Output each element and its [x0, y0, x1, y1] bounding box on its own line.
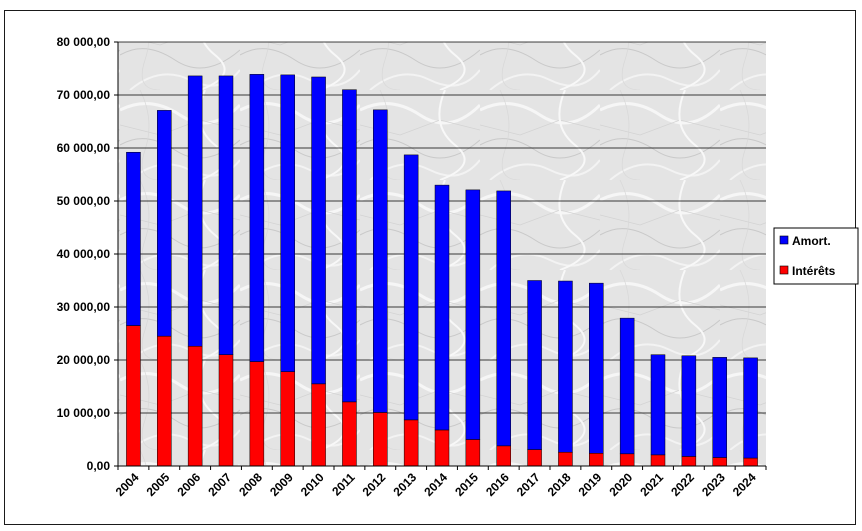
bar-amort [558, 280, 573, 453]
legend-label-amort: Amort. [792, 234, 831, 248]
legend-label-interets: Intérêts [792, 264, 836, 278]
bar-interets [249, 361, 265, 467]
bars [126, 74, 758, 467]
x-tick-label: 2007 [205, 470, 234, 499]
bar-amort [342, 89, 357, 403]
bar-interets [465, 439, 481, 467]
y-tick-label: 30 000,00 [57, 300, 111, 314]
x-tick-label: 2020 [606, 470, 635, 499]
y-tick-labels: 0,00 10 000,00 20 000,00 30 000,00 40 000,00… [57, 35, 111, 473]
bar-amort [589, 282, 604, 454]
x-tick-label: 2013 [390, 470, 419, 499]
bar-interets [373, 412, 388, 467]
x-tick-label: 2019 [576, 470, 605, 499]
legend: Amort. Intérêts [773, 227, 859, 285]
bar-interets [589, 453, 604, 467]
bar-interets [126, 325, 141, 467]
bar-amort [496, 190, 511, 447]
bar-amort [126, 151, 141, 326]
bar-interets [311, 383, 326, 467]
y-tick-label: 10 000,00 [57, 406, 111, 420]
bar-interets [743, 457, 758, 467]
legend-swatch-amort [779, 235, 789, 245]
bar-amort [434, 184, 450, 431]
x-tick-label: 2016 [483, 470, 512, 499]
bar-interets [280, 371, 295, 467]
x-tick-label: 2010 [298, 470, 327, 499]
bar-amort [465, 189, 481, 440]
y-tick-label: 70 000,00 [57, 88, 111, 102]
x-tick-labels: 2004 2005 2006 2007 2008 2009 2010 2011 2012 2013… [113, 470, 759, 499]
y-tick-label: 50 000,00 [57, 194, 111, 208]
bar-interets [157, 335, 172, 467]
x-tick-label: 2017 [514, 470, 543, 499]
bar-amort [280, 74, 295, 372]
x-tick-label: 2023 [699, 470, 728, 499]
bar-amort [311, 76, 326, 385]
bar-amort [373, 109, 388, 413]
x-tick-label: 2009 [267, 470, 296, 499]
bar-interets [218, 354, 234, 467]
x-tick-label: 2012 [360, 470, 389, 499]
bar-interets [650, 454, 666, 467]
bar-amort [403, 154, 419, 421]
bar-interets [527, 449, 542, 467]
bar-interets [619, 453, 635, 467]
axes [114, 41, 767, 470]
bar-interets [403, 419, 419, 467]
x-tick-label: 2024 [730, 470, 759, 499]
bar-interets [342, 401, 357, 467]
bar-amort [650, 354, 666, 456]
x-tick-label: 2005 [144, 470, 173, 499]
bar-amort [712, 357, 727, 458]
bar-interets [434, 429, 450, 467]
legend-swatch-interets [779, 265, 789, 275]
bar-interets [187, 345, 203, 467]
bar-amort [157, 110, 172, 337]
x-tick-label: 2004 [113, 470, 142, 499]
x-tick-label: 2008 [236, 470, 265, 499]
y-tick-label: 40 000,00 [57, 247, 111, 261]
bar-amort [187, 75, 203, 347]
bar-amort [249, 74, 265, 362]
x-tick-label: 2018 [545, 470, 574, 499]
y-tick-label: 0,00 [87, 459, 111, 473]
bar-amort [527, 280, 542, 450]
bar-interets [558, 451, 573, 467]
y-tick-label: 20 000,00 [57, 353, 111, 367]
x-tick-label: 2022 [668, 470, 697, 499]
x-tick-label: 2014 [421, 470, 450, 499]
bar-interets [496, 445, 511, 467]
bar-amort [681, 355, 697, 457]
bar-amort [218, 75, 234, 355]
bar-interets [712, 457, 727, 467]
x-tick-label: 2021 [637, 470, 666, 499]
x-tick-label: 2006 [174, 470, 203, 499]
y-tick-label: 60 000,00 [57, 141, 111, 155]
bar-amort [619, 317, 635, 455]
bar-amort [743, 357, 758, 459]
bar-interets [681, 456, 697, 467]
y-tick-label: 80 000,00 [57, 35, 111, 49]
x-tick-label: 2011 [329, 470, 358, 499]
x-tick-label: 2015 [452, 470, 481, 499]
